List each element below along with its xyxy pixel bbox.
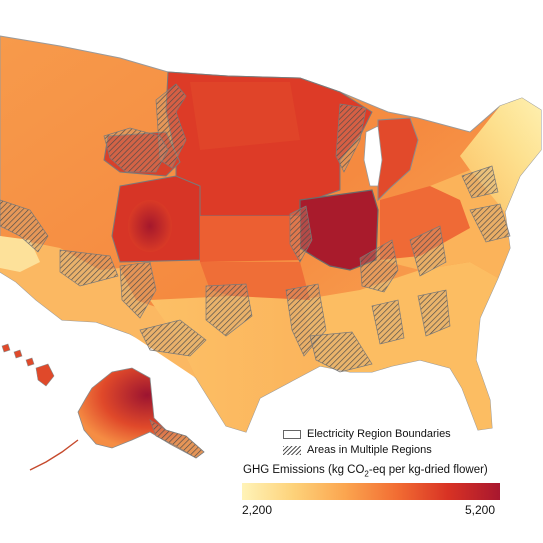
multiple-region-hatches bbox=[0, 83, 511, 373]
dakotas-red-region bbox=[190, 82, 300, 150]
hatch-swatch bbox=[283, 445, 301, 455]
legend-multiple: Areas in Multiple Regions bbox=[283, 444, 432, 456]
northeast-region bbox=[460, 98, 541, 212]
texas-region bbox=[150, 290, 320, 432]
boundary-swatch bbox=[283, 429, 301, 439]
lake-michigan bbox=[363, 125, 383, 187]
boundaries-label: Electricity Region Boundaries bbox=[307, 428, 451, 440]
alaska-panhandle bbox=[149, 419, 205, 459]
southeast-region bbox=[300, 262, 498, 430]
colorbar bbox=[242, 483, 500, 500]
colorbar-min-label: 2,200 bbox=[242, 503, 273, 517]
ohio-region bbox=[380, 186, 470, 260]
legend-boundaries: Electricity Region Boundaries bbox=[283, 428, 451, 440]
colorado-hotspot bbox=[128, 200, 172, 252]
aleutian-islands bbox=[29, 439, 79, 471]
michigan-region bbox=[377, 117, 419, 202]
central-plains-region bbox=[200, 216, 300, 262]
colorbar-title: GHG Emissions (kg CO2-eq per kg-dried fl… bbox=[243, 464, 488, 479]
multiple-label: Areas in Multiple Regions bbox=[307, 444, 432, 456]
hawaii bbox=[1, 343, 55, 387]
colorbar-max-label: 5,200 bbox=[465, 503, 496, 517]
